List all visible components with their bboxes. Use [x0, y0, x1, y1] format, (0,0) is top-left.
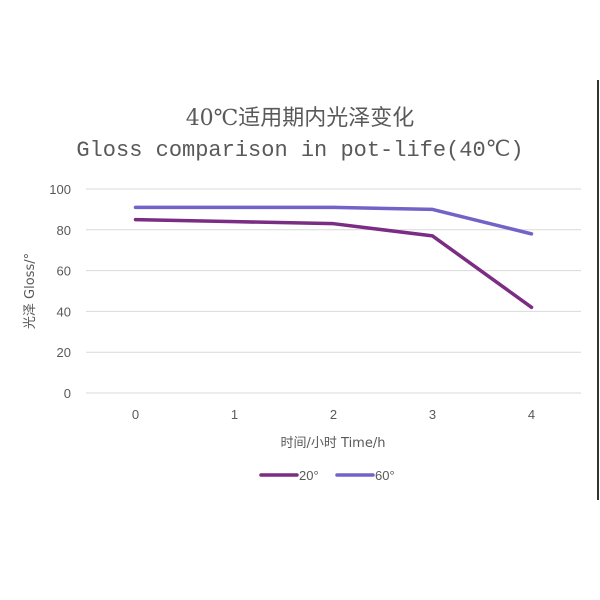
chart-title: 40℃适用期内光泽变化 [185, 106, 415, 131]
y-tick-label: 60 [57, 264, 71, 279]
right-border-line [597, 80, 599, 500]
series-lines [133, 205, 534, 310]
y-tick-label: 100 [49, 182, 71, 197]
x-tick-label: 3 [429, 407, 436, 422]
y-tick-label: 0 [64, 386, 71, 401]
y-tick-label: 40 [57, 304, 71, 319]
y-axis-label: 光泽 Gloss/° [23, 253, 38, 329]
x-tick-label: 0 [132, 407, 139, 422]
legend: 20° 60° [259, 468, 395, 483]
chart-subtitle: Gloss comparison in pot-life(40℃) [76, 138, 524, 163]
series-line-1 [133, 205, 534, 236]
x-axis-ticks: 0 1 2 3 4 [132, 407, 535, 422]
series-line-0 [133, 217, 534, 310]
gridlines [86, 188, 581, 394]
y-tick-label: 20 [57, 345, 71, 360]
legend-60-label: 60° [375, 468, 395, 483]
legend-20-label: 20° [299, 468, 319, 483]
x-axis-label: 时间/小时 Time/h [281, 436, 386, 451]
x-tick-label: 4 [528, 407, 535, 422]
x-tick-label: 1 [231, 407, 238, 422]
y-tick-label: 80 [57, 223, 71, 238]
x-tick-label: 2 [330, 407, 337, 422]
y-axis-ticks: 0 20 40 60 80 100 [49, 182, 71, 401]
